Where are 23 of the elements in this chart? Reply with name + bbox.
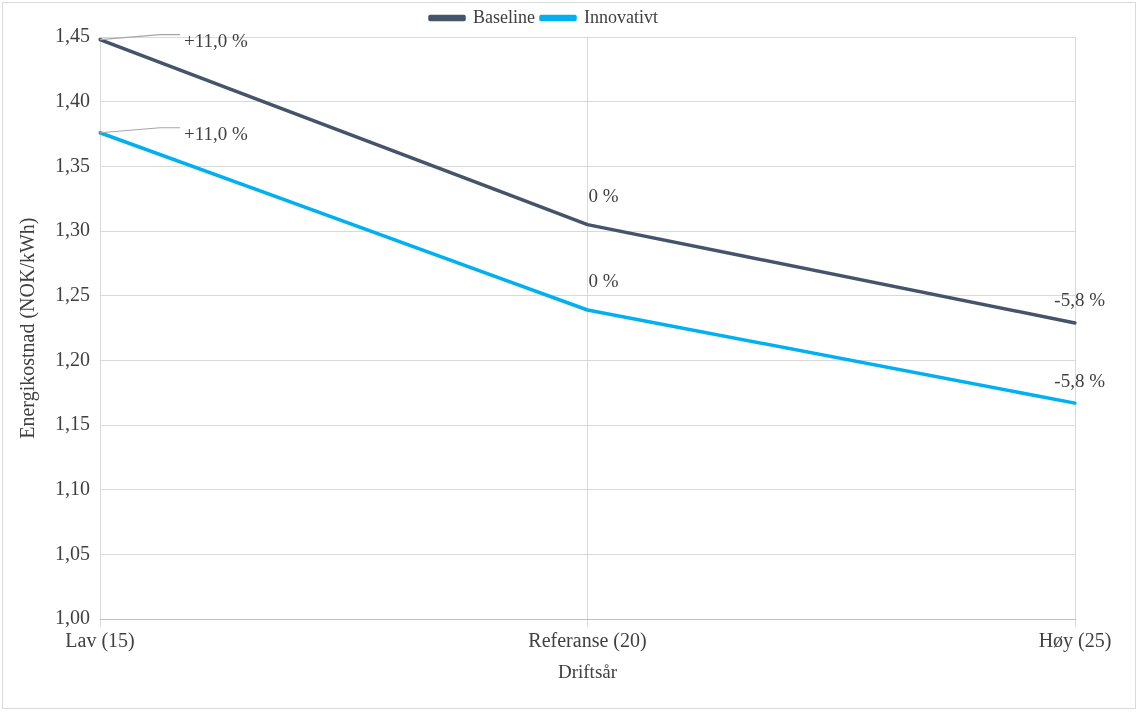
- annotation: +11,0 %: [184, 29, 249, 51]
- y-tick-label: 1,10: [55, 477, 90, 500]
- legend-label: Baseline: [473, 6, 536, 27]
- annotation: -5,8 %: [1054, 289, 1106, 311]
- x-tick-label: Referanse (20): [528, 629, 647, 653]
- y-tick-label: 1,20: [55, 347, 90, 370]
- legend-label: Innovativt: [584, 6, 658, 27]
- y-tick-label: 1,25: [55, 283, 90, 306]
- annotation: -5,8 %: [1054, 369, 1106, 391]
- y-axis-title: Energikostnad (NOK/kWh): [16, 217, 40, 439]
- y-tick-label: 1,00: [55, 606, 90, 629]
- annotation: 0 %: [588, 185, 619, 207]
- y-tick-label: 1,30: [55, 218, 90, 241]
- y-tick-label: 1,05: [55, 541, 90, 564]
- x-axis-title: Driftsår: [557, 660, 618, 682]
- annotation: 0 %: [588, 270, 619, 292]
- x-tick-label: Lav (15): [65, 629, 135, 653]
- y-tick-label: 1,45: [55, 24, 90, 47]
- annotation: +11,0 %: [184, 122, 249, 144]
- y-tick-label: 1,15: [55, 412, 90, 435]
- y-tick-label: 1,40: [55, 88, 90, 111]
- y-tick-label: 1,35: [55, 153, 90, 176]
- x-tick-label: Høy (25): [1038, 629, 1112, 653]
